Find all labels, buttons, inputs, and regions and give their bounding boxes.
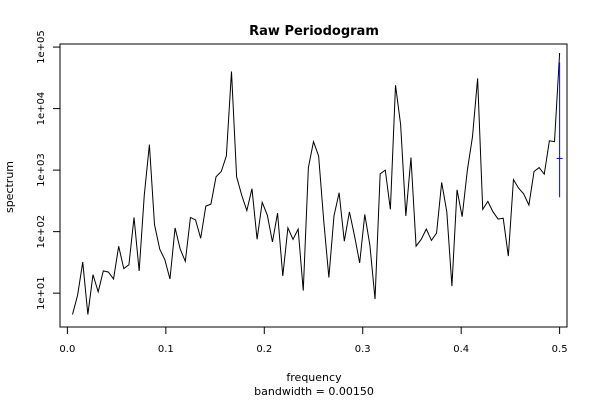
y-tick-label: 1e+01 bbox=[36, 276, 47, 310]
x-axis-label: frequency bbox=[286, 371, 342, 384]
y-tick-label: 1e+04 bbox=[36, 92, 47, 126]
y-tick-label: 1e+02 bbox=[36, 215, 47, 249]
x-tick-label: 0.1 bbox=[158, 344, 174, 355]
x-tick-label: 0.3 bbox=[355, 344, 371, 355]
chart-title: Raw Periodogram bbox=[249, 24, 379, 39]
series-layer bbox=[72, 53, 561, 315]
bandwidth-label: bandwidth = 0.00150 bbox=[254, 385, 374, 398]
x-tick-label: 0.4 bbox=[453, 344, 469, 355]
x-tick-label: 0.0 bbox=[59, 344, 75, 355]
y-tick-label: 1e+05 bbox=[36, 30, 47, 64]
x-tick-label: 0.5 bbox=[552, 344, 568, 355]
spectrum-line bbox=[72, 53, 561, 315]
y-axis-label: spectrum bbox=[3, 161, 16, 213]
plot-frame bbox=[59, 43, 568, 328]
x-axis: 0.0 0.1 0.2 0.3 0.4 0.5 bbox=[59, 326, 568, 355]
y-axis: 1e+01 1e+02 1e+03 1e+04 1e+05 bbox=[36, 30, 61, 310]
y-tick-label: 1e+03 bbox=[36, 153, 47, 187]
x-tick-label: 0.2 bbox=[256, 344, 272, 355]
confidence-bar bbox=[556, 62, 563, 198]
